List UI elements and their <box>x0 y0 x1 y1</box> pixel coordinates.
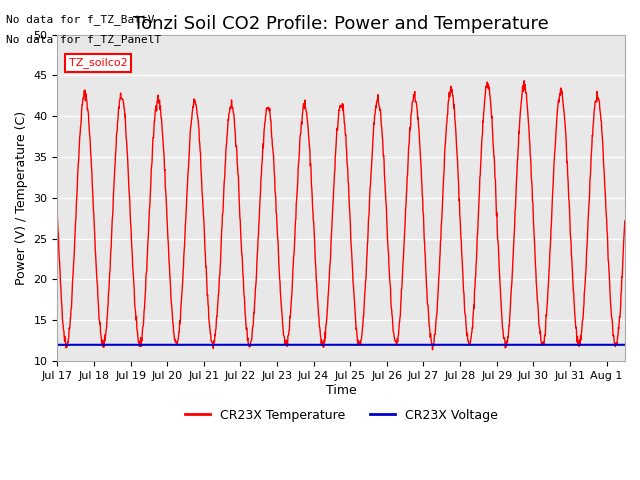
Text: No data for f_TZ_BattV: No data for f_TZ_BattV <box>6 14 155 25</box>
Text: No data for f_TZ_PanelT: No data for f_TZ_PanelT <box>6 34 162 45</box>
Y-axis label: Power (V) / Temperature (C): Power (V) / Temperature (C) <box>15 111 28 285</box>
X-axis label: Time: Time <box>326 384 356 396</box>
Legend: CR23X Temperature, CR23X Voltage: CR23X Temperature, CR23X Voltage <box>180 404 502 427</box>
Text: TZ_soilco2: TZ_soilco2 <box>68 58 127 68</box>
Title: Tonzi Soil CO2 Profile: Power and Temperature: Tonzi Soil CO2 Profile: Power and Temper… <box>133 15 549 33</box>
